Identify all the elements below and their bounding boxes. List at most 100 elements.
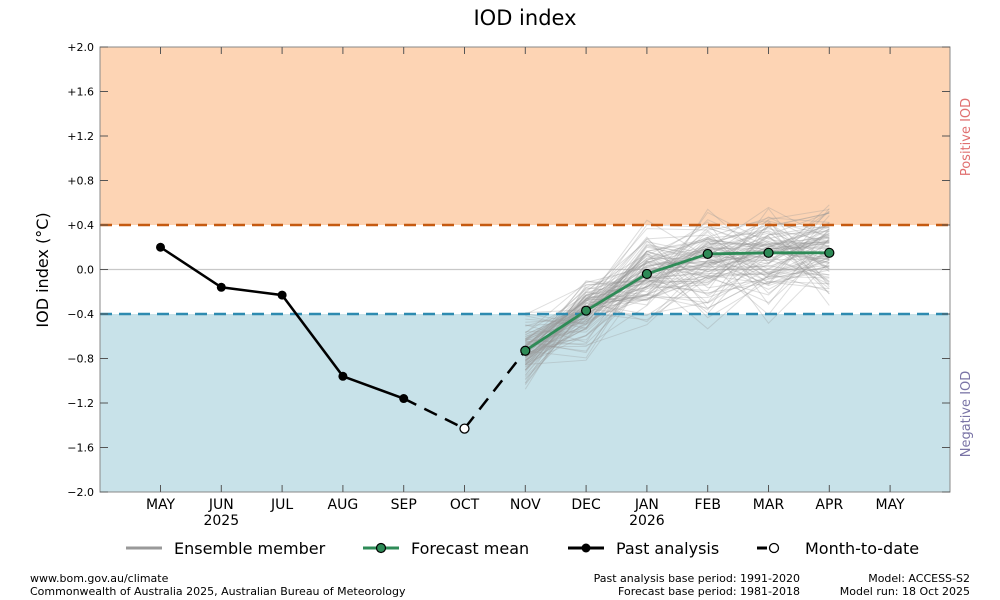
ensemble-member-line — [524, 217, 830, 371]
negative-iod-label: Negative IOD — [959, 371, 974, 458]
ensemble-member-line — [524, 253, 830, 348]
footer-base-periods: Past analysis base period: 1991-2020 For… — [560, 572, 800, 598]
ensemble-member-line — [525, 235, 830, 348]
ensemble-member-line — [525, 227, 830, 345]
positive-iod-label: Positive IOD — [959, 98, 974, 176]
x-tick-label: AUG — [328, 497, 359, 513]
forecast-mean-point — [763, 247, 774, 258]
ensemble-member-line — [524, 222, 830, 348]
legend-past-marker — [581, 543, 591, 553]
x-tick-label: SEP — [391, 497, 417, 513]
ensemble-member-line — [524, 231, 830, 351]
ensemble-member-line — [525, 247, 830, 327]
ensemble-member-line — [524, 255, 830, 359]
ensemble-member-line — [524, 257, 830, 370]
y-tick-label: +1.6 — [67, 86, 94, 99]
ensemble-member-line — [524, 253, 830, 347]
forecast-mean-point — [520, 345, 531, 356]
ensemble-member-line — [524, 236, 830, 353]
ensemble-member-line — [524, 215, 830, 366]
positive-iod-band — [100, 47, 950, 225]
ensemble-member-line — [525, 222, 830, 365]
ensemble-member-line — [525, 236, 830, 335]
footer-website: www.bom.gov.au/climate — [30, 572, 169, 585]
ensemble-member-line — [525, 254, 830, 365]
y-tick-label: +2.0 — [67, 41, 94, 54]
ensemble-member-line — [524, 210, 830, 356]
ensemble-member-line — [524, 220, 830, 373]
ensemble-member-line — [524, 239, 830, 371]
legend-label: Month-to-date — [805, 539, 919, 558]
y-tick-label: −1.2 — [67, 397, 94, 410]
ensemble-member-line — [524, 272, 830, 390]
ensemble-member-line — [525, 243, 830, 340]
ensemble-member-line — [524, 219, 830, 352]
ensemble-member-line — [525, 228, 830, 352]
legend-label: Past analysis — [616, 539, 719, 558]
ensemble-member-line — [525, 221, 830, 350]
ensemble-member-line — [525, 224, 830, 344]
ensemble-member-line — [525, 245, 830, 343]
ensemble-member-line — [525, 234, 830, 336]
x-tick-label: MAY — [146, 497, 176, 513]
ensemble-member-line — [525, 209, 830, 352]
ensemble-member-line — [525, 245, 830, 368]
ensemble-member-line — [524, 253, 830, 362]
ensemble-member-line — [525, 225, 830, 354]
footer-model: Model: ACCESS-S2 Model run: 18 Oct 2025 — [820, 572, 970, 598]
ensemble-member-line — [525, 235, 830, 314]
ensemble-member-line — [525, 239, 830, 344]
ensemble-member-line — [525, 241, 830, 327]
footer-copyright: Commonwealth of Australia 2025, Australi… — [30, 585, 406, 598]
ensemble-member-line — [525, 211, 830, 340]
past-analysis-point — [216, 282, 226, 292]
ensemble-member-line — [525, 225, 830, 354]
ensemble-member-line — [525, 259, 830, 334]
past-analysis-point — [399, 394, 409, 404]
ensemble-member-line — [525, 212, 830, 329]
x-tick-label: JUL — [270, 497, 293, 513]
ensemble-member-line — [524, 228, 830, 360]
ensemble-member-line — [525, 271, 830, 366]
forecast-mean-point — [824, 247, 835, 258]
legend-mtd-marker — [768, 542, 780, 554]
x-tick-label: NOV — [510, 497, 541, 513]
footer-forecast-base: Forecast base period: 1981-2018 — [618, 585, 800, 598]
ensemble-member-line — [524, 231, 830, 348]
ensemble-member-line — [525, 236, 830, 337]
threshold-bands — [100, 47, 950, 492]
ensemble-member-line — [525, 241, 830, 358]
ensemble-member-line — [524, 212, 830, 365]
x-tick-label: MAY — [876, 497, 906, 513]
legend: Ensemble member Forecast mean Past analysi… — [126, 539, 919, 558]
y-tick-label: +0.8 — [67, 175, 94, 188]
past-analysis-point — [277, 290, 287, 300]
ensemble-member-line — [524, 231, 830, 384]
forecast-mean-point — [702, 248, 713, 260]
ensemble-member-line — [525, 216, 830, 361]
x-tick-label: FEB — [694, 497, 721, 513]
ensemble-member-line — [525, 230, 830, 325]
y-tick-label: 0.0 — [77, 264, 95, 277]
y-tick-label: −2.0 — [67, 486, 94, 499]
negative-iod-band — [100, 314, 950, 492]
y-tick-label: −1.6 — [67, 442, 94, 455]
legend-label: Ensemble member — [174, 539, 326, 558]
ensemble-member-line — [525, 246, 830, 356]
x-tick-label: DEC — [571, 497, 601, 513]
ensemble-member-line — [525, 238, 830, 354]
ensemble-member-line — [525, 230, 830, 333]
x-year-label: 2025 — [203, 513, 239, 529]
y-tick-label: −0.8 — [67, 353, 94, 366]
x-tick-label: OCT — [450, 497, 480, 513]
y-tick-label: −0.4 — [67, 308, 94, 321]
past-analysis-point — [338, 371, 348, 381]
axes: +2.0 +1.6 +1.2 +0.8 +0.4 0.0 −0.4 −0.8 −1.2 −1.6 −… — [67, 41, 951, 529]
ensemble-member-line — [525, 219, 830, 340]
y-tick-label: +0.4 — [67, 219, 94, 232]
x-tick-label: MAR — [753, 497, 785, 513]
ensemble-member-line — [525, 236, 830, 358]
ensemble-member-line — [524, 220, 830, 361]
legend-forecast-marker — [375, 542, 387, 554]
month-to-date-point — [459, 423, 470, 434]
